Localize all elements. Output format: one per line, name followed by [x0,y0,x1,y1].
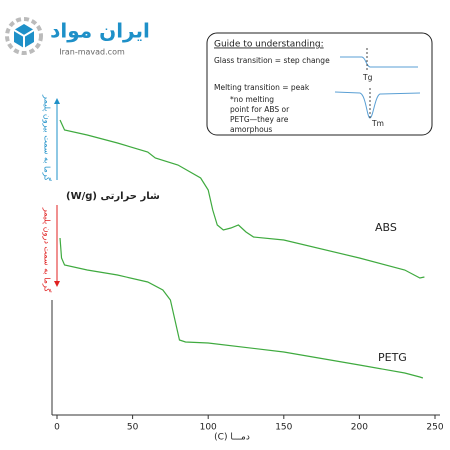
logo-gear [5,17,43,55]
x-tick-label: 150 [275,423,292,433]
logo-url: Iran-mavad.com [59,48,125,57]
x-tick-label: 200 [351,423,368,433]
series-label: PETG [378,351,407,364]
guide-heading: Guide to understanding: [214,40,324,50]
x-tick-label: 0 [54,423,60,433]
guide-note: PETG—they are [230,115,289,124]
x-tick-label: 50 [127,423,139,433]
guide-step-curve [340,56,418,68]
heat-out-arrowhead [54,98,60,104]
logo-name: ایران مواد [50,19,150,43]
logo: ایران مواد Iran-mavad.com [5,17,150,57]
guide-note: *no melting [230,95,274,104]
x-axis-label: دمـــا (C) [214,433,250,443]
logo-cube-lines [13,29,35,48]
guide-tm: Tm [371,119,384,128]
guide-box [206,32,433,136]
x-tick-label: 100 [200,423,217,433]
series-line [59,119,425,279]
heat-in-label: گرما به سمت درون پلیمر [43,207,53,293]
y-axis-label: شار حرارتی (W/g) [66,191,160,202]
heat-in-arrowhead [54,281,60,287]
series-line [59,237,424,379]
series-label: ABS [375,221,397,234]
heat-out-label: گرما به سمت بیرون پلیمر [43,94,53,181]
guide-note: amorphous [230,125,272,134]
guide-melting: Melting transition = peak [214,83,310,92]
guide-glass: Glass transition = step change [214,56,330,65]
guide-tg: Tg [362,73,373,82]
guide-note: point for ABS or [230,105,290,114]
x-tick-label: 250 [426,423,443,433]
